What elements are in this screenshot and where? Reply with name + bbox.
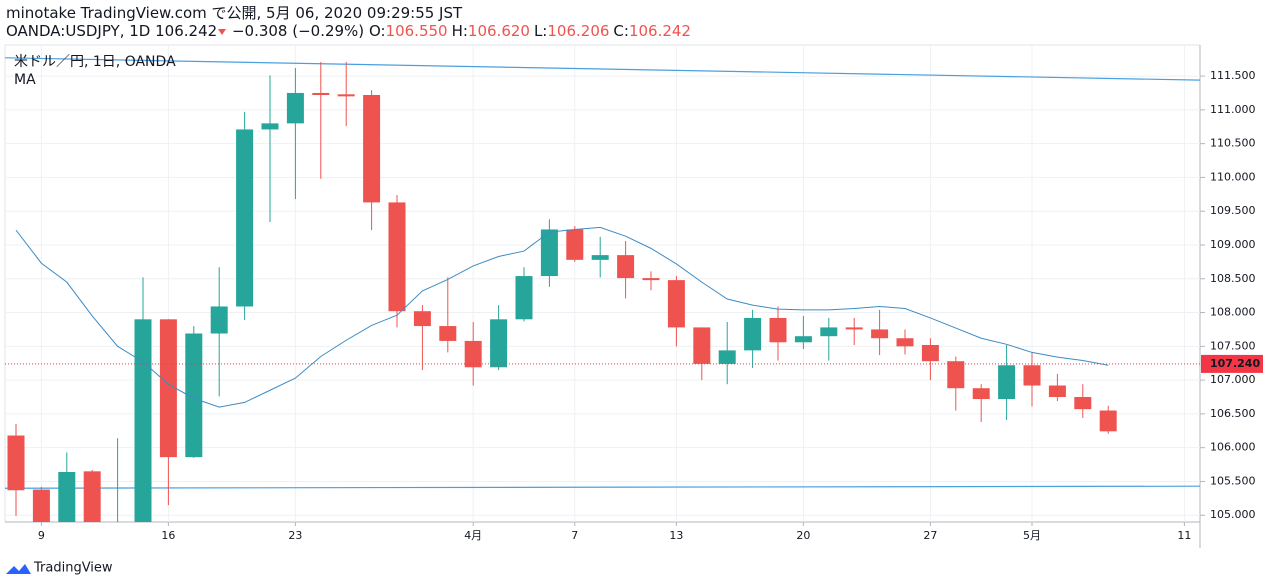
candle-body <box>998 365 1016 400</box>
candle-body <box>744 317 762 351</box>
y-tick-label: 110.000 <box>1210 170 1256 183</box>
ohlc-value: 106.242 <box>628 22 691 40</box>
candle-body <box>134 319 152 522</box>
candle-body <box>312 92 330 95</box>
candle-body <box>896 338 914 347</box>
plot-frame <box>4 44 1201 523</box>
down-arrow <box>218 28 227 35</box>
symbol-line: OANDA:USDJPY, 1D 106.242 −0.308 (−0.29%)… <box>6 22 695 40</box>
candle-body <box>667 280 685 328</box>
x-tick-label: 20 <box>796 529 810 542</box>
candle-body <box>159 319 177 458</box>
candle-body <box>820 327 838 337</box>
x-tick-label: 5月 <box>1023 529 1041 542</box>
candle-body <box>210 306 228 334</box>
last-price: 106.242 <box>155 22 218 40</box>
tv-logo <box>6 564 31 574</box>
candle-body <box>1099 410 1117 432</box>
x-tick-label: 23 <box>288 529 302 542</box>
y-tick-label: 108.500 <box>1210 272 1256 285</box>
candle-body <box>718 350 736 364</box>
ohlc-value: 106.620 <box>467 22 530 40</box>
candle-body <box>515 276 533 320</box>
candle-body <box>413 311 431 327</box>
header: minotake TradingView.com で公開, 5月 06, 202… <box>6 4 695 40</box>
change: −0.308 (−0.29%) <box>231 22 365 40</box>
y-tick-label: 106.000 <box>1210 441 1256 454</box>
candle-body <box>337 94 355 97</box>
last-price-label: 107.240 <box>1210 357 1260 370</box>
candle-body <box>921 344 939 362</box>
x-tick-label: 11 <box>1177 529 1191 542</box>
y-tick-label: 111.000 <box>1210 103 1256 116</box>
candle-body <box>32 489 50 522</box>
trendline <box>5 485 1200 489</box>
x-tick-label: 27 <box>923 529 937 542</box>
candle-body <box>591 255 609 260</box>
ohlc-label: L: <box>533 22 548 40</box>
candle-body <box>871 329 889 339</box>
last-price-box <box>1201 354 1263 373</box>
candle-body <box>286 92 304 124</box>
ma-line <box>15 226 1109 408</box>
candle-body <box>947 361 965 389</box>
x-tick-label: 13 <box>669 529 683 542</box>
y-tick-label: 105.500 <box>1210 474 1256 487</box>
y-tick-label: 111.500 <box>1210 69 1256 82</box>
y-tick-label: 107.000 <box>1210 373 1256 386</box>
candle-body <box>83 471 101 522</box>
candle-body <box>7 435 25 491</box>
candle-body <box>540 229 558 277</box>
ohlc-value: 106.206 <box>547 22 610 40</box>
candle-body <box>261 123 279 130</box>
ohlc-label: H: <box>451 22 468 40</box>
candle-body <box>845 327 863 330</box>
symbol-label: 米ドル／円, 1日, OANDA <box>14 54 176 70</box>
y-tick-label: 108.000 <box>1210 306 1256 319</box>
candle-body <box>363 94 381 203</box>
candle-body <box>58 472 76 522</box>
y-tick-label: 107.500 <box>1210 339 1256 352</box>
y-tick-label: 109.500 <box>1210 204 1256 217</box>
candle-body <box>464 340 482 368</box>
candle-body <box>1048 385 1066 398</box>
symbol: OANDA:USDJPY, 1D <box>6 22 151 40</box>
candle-body <box>617 255 635 279</box>
x-tick-label: 9 <box>38 529 45 542</box>
candle-body <box>794 336 812 343</box>
candle-body <box>972 388 990 400</box>
candle-body <box>769 317 787 343</box>
y-tick-label: 106.500 <box>1210 407 1256 420</box>
x-tick-label: 16 <box>161 529 175 542</box>
candle-body <box>236 129 254 307</box>
candle-body <box>109 525 126 549</box>
candle-body <box>1074 397 1092 410</box>
trendline <box>5 57 1200 81</box>
y-tick-label: 110.500 <box>1210 137 1256 150</box>
x-tick-label: 7 <box>571 529 578 542</box>
candle-body <box>642 278 660 281</box>
candle-body <box>185 333 203 458</box>
candle-body <box>388 202 406 312</box>
y-tick-label: 109.000 <box>1210 238 1256 251</box>
ohlc-value: 106.550 <box>385 22 448 40</box>
candle-body <box>490 319 508 368</box>
candle-body <box>693 327 711 364</box>
ohlc-label: O: <box>368 22 386 40</box>
x-tick-label: 4月 <box>464 529 482 542</box>
candle-body <box>566 229 584 260</box>
brand: TradingView <box>33 561 113 576</box>
candle-body <box>1023 365 1041 386</box>
ohlc-label: C: <box>613 22 629 40</box>
legend-entry: MA <box>14 72 36 88</box>
published-line: minotake TradingView.com で公開, 5月 06, 202… <box>6 4 463 22</box>
candle-body <box>439 326 457 341</box>
ohlc: O:106.550 H:106.620 L:106.206 C:106.242 <box>369 22 695 40</box>
y-tick-label: 105.000 <box>1210 508 1256 521</box>
